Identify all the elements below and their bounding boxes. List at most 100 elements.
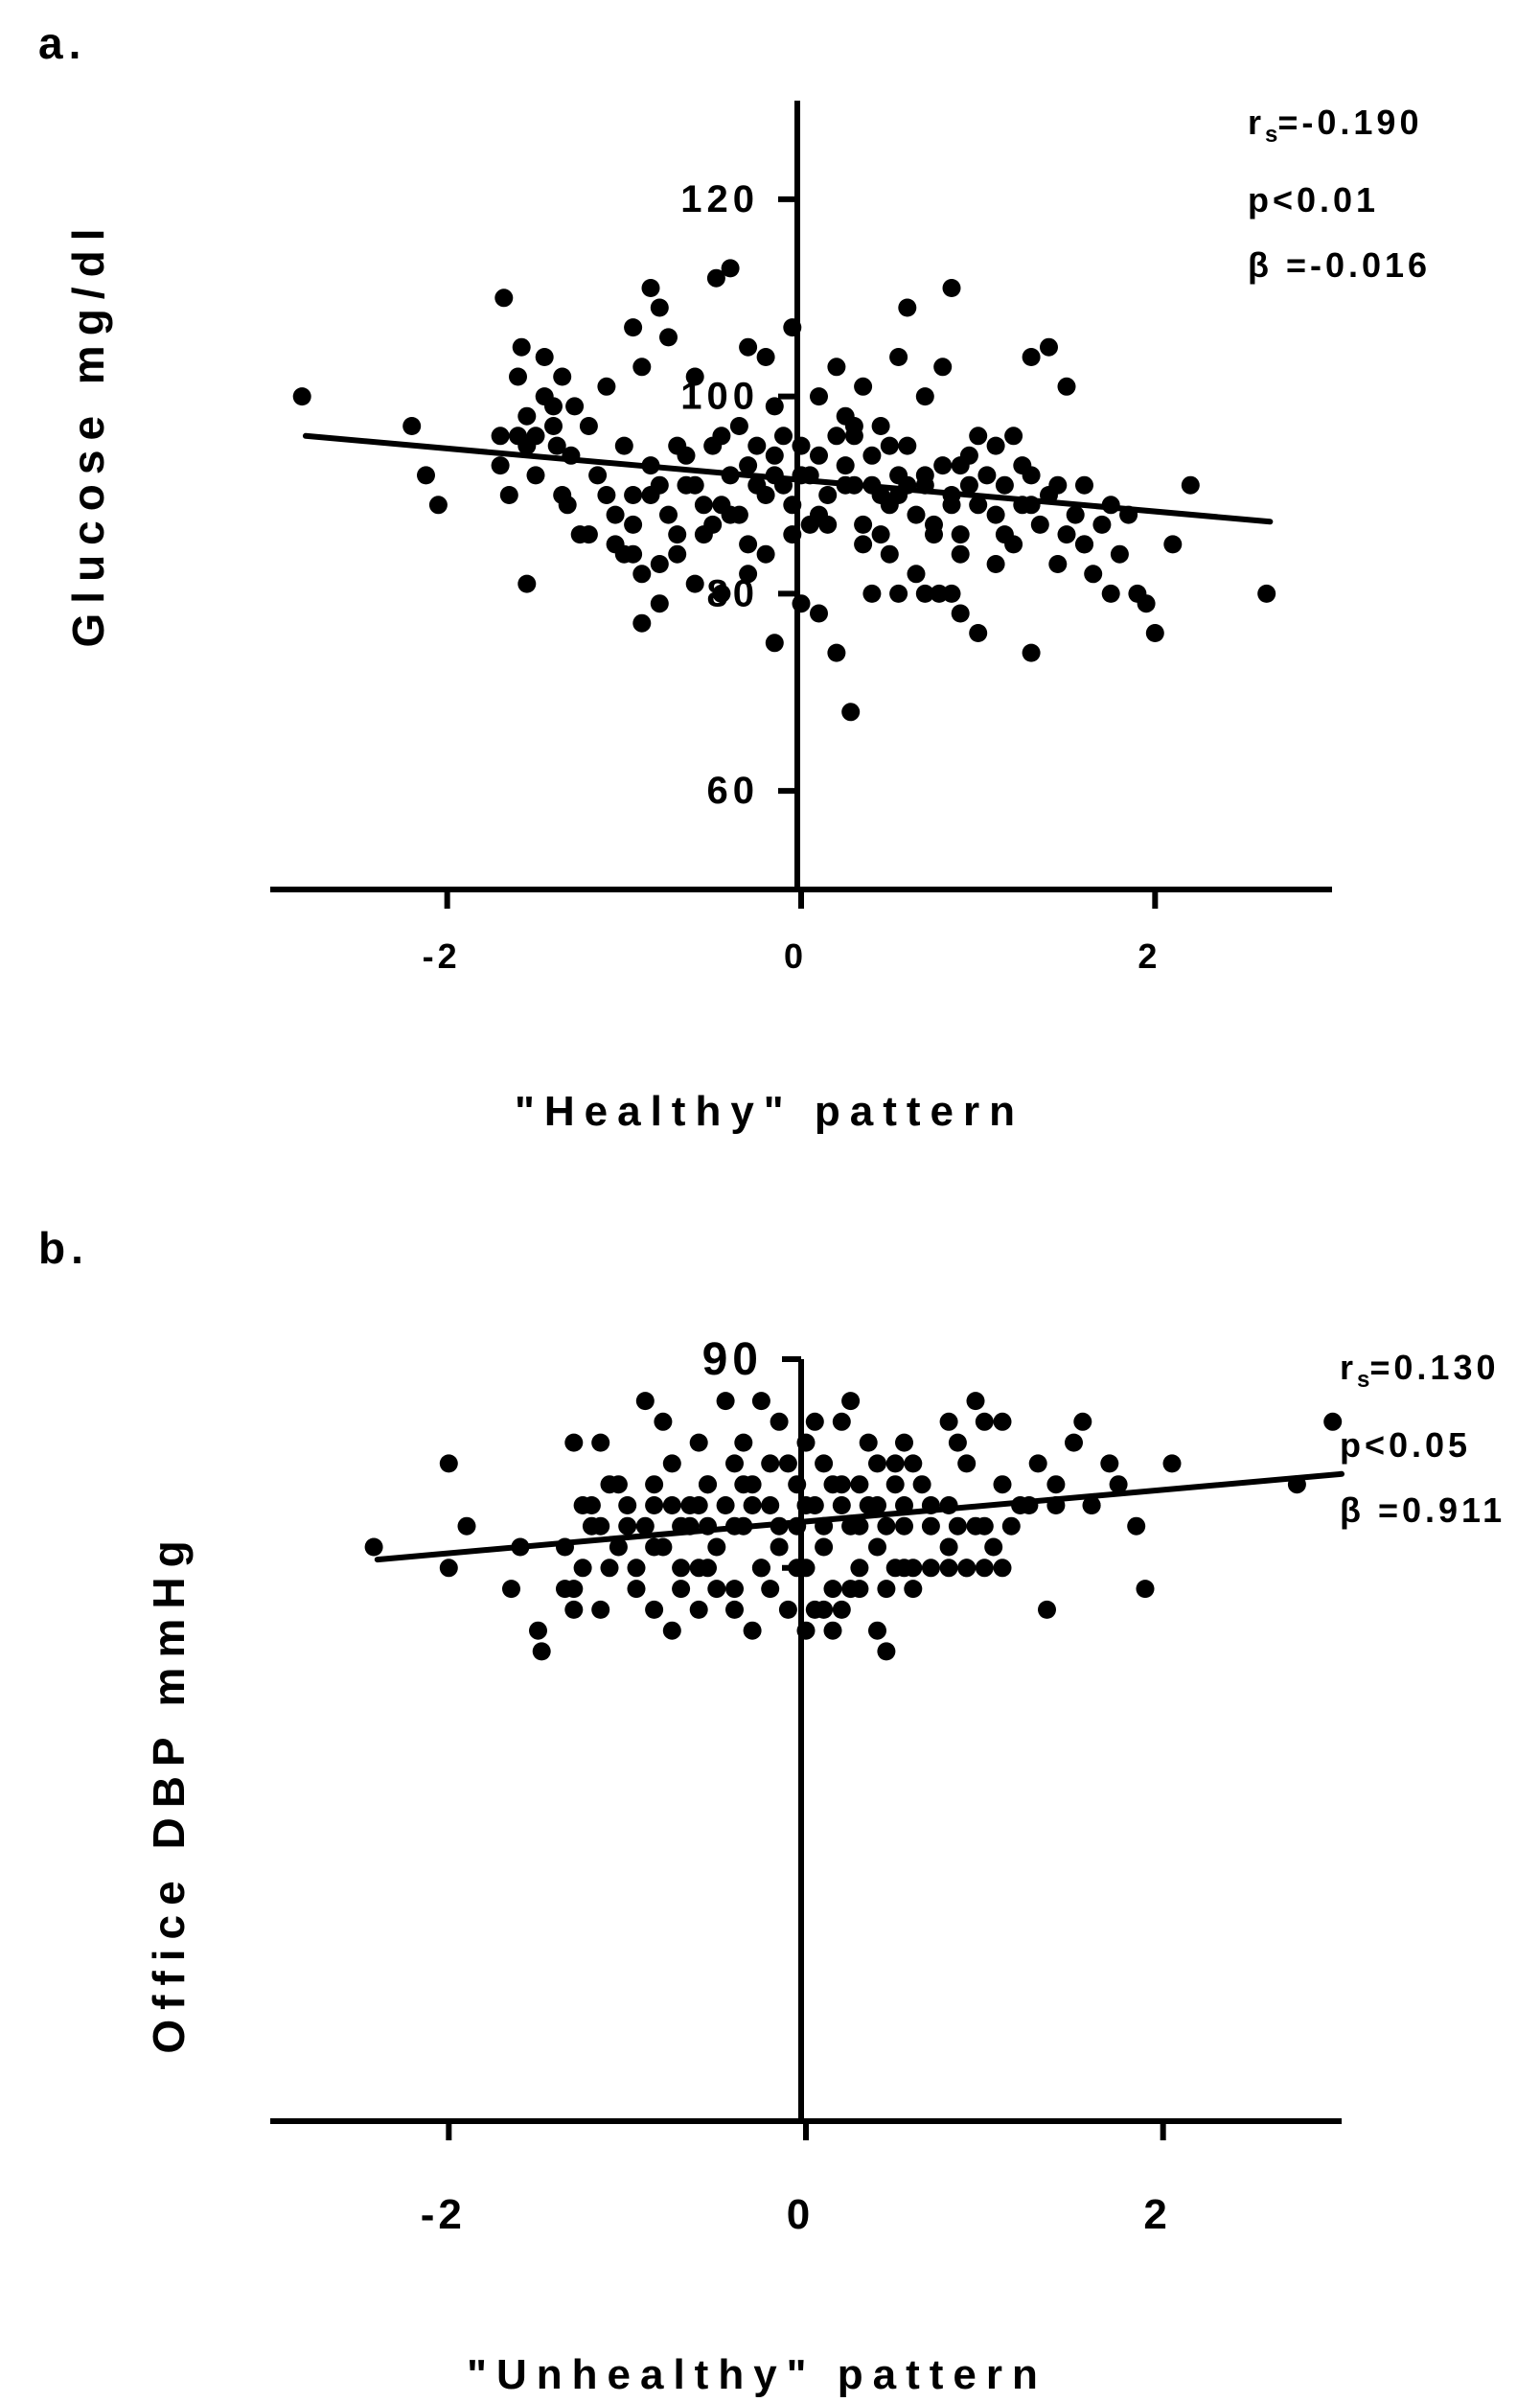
data-point (770, 1412, 789, 1431)
data-point (597, 377, 616, 396)
data-point (564, 1433, 584, 1452)
data-point (529, 1621, 547, 1640)
data-point (783, 525, 802, 544)
x-tick-label: -2 (421, 2191, 466, 2238)
data-point (761, 1454, 780, 1473)
data-point (898, 298, 917, 317)
data-point (707, 1537, 726, 1557)
data-point (564, 1580, 584, 1599)
data-point (417, 466, 435, 485)
data-point (969, 496, 988, 515)
data-point (650, 298, 669, 317)
data-point (796, 1496, 816, 1514)
data-point (1038, 1600, 1056, 1619)
data-point (694, 496, 713, 515)
data-point (734, 1475, 753, 1494)
data-point (725, 1454, 744, 1473)
data-point (1022, 348, 1041, 366)
data-point (948, 1516, 967, 1536)
data-point (788, 1475, 807, 1494)
data-point (699, 1475, 717, 1494)
data-point (921, 1559, 940, 1578)
data-point (815, 1454, 834, 1473)
data-point (654, 1412, 673, 1431)
data-point (1084, 565, 1103, 584)
panel-b: b. rs=0.130 p<0.05 β =0.911 Office DBP m… (0, 1201, 1540, 2402)
data-point (1100, 1454, 1119, 1473)
data-point (904, 1454, 923, 1473)
rs-stat: rs=-0.190 (1248, 103, 1423, 148)
data-point (995, 475, 1014, 495)
data-point (796, 1621, 816, 1640)
data-point (815, 1537, 834, 1557)
data-point (725, 1580, 744, 1599)
data-point (1145, 624, 1164, 642)
data-point (818, 486, 838, 504)
data-point (850, 1559, 869, 1578)
data-point (959, 475, 978, 495)
data-point (645, 1600, 664, 1619)
data-point (868, 1621, 886, 1640)
data-point (739, 337, 758, 357)
data-point (844, 427, 863, 446)
data-point (880, 544, 899, 564)
data-point (778, 1600, 797, 1619)
data-point (1075, 475, 1093, 495)
data-point (993, 1475, 1012, 1494)
data-point (1048, 555, 1068, 573)
data-point (868, 1496, 886, 1514)
data-point (788, 1559, 807, 1578)
data-point (689, 1600, 708, 1619)
data-point (632, 358, 652, 377)
data-point (823, 1580, 842, 1599)
data-point (547, 436, 566, 455)
data-point (827, 358, 846, 377)
data-point (707, 1580, 726, 1599)
data-point (957, 1454, 977, 1473)
data-point (761, 1496, 780, 1514)
data-point (854, 377, 873, 396)
data-point (951, 525, 970, 544)
data-point (885, 1454, 905, 1473)
data-point (836, 456, 855, 475)
data-point (823, 1621, 842, 1640)
data-point (579, 525, 598, 544)
data-point (969, 624, 988, 642)
data-point (770, 1537, 789, 1557)
data-point (966, 1392, 985, 1411)
data-point (553, 486, 572, 504)
data-point (564, 1600, 584, 1619)
data-point (364, 1537, 383, 1557)
data-point (975, 1559, 994, 1578)
data-point (1137, 594, 1156, 613)
data-point (1030, 515, 1049, 534)
data-point (439, 1559, 458, 1578)
data-point (624, 318, 643, 337)
panel-a-label: a. (38, 18, 87, 68)
data-point (895, 1433, 913, 1452)
data-point (1046, 1475, 1066, 1494)
data-point (532, 1642, 551, 1661)
data-point (645, 1475, 664, 1494)
data-point (783, 496, 802, 515)
data-point (823, 1475, 842, 1494)
data-point (751, 1392, 770, 1411)
data-point (739, 535, 758, 554)
data-point (526, 427, 545, 446)
rs-stat: rs=0.130 (1340, 1348, 1500, 1393)
data-point (832, 1496, 851, 1514)
data-point (1109, 1475, 1128, 1494)
data-point (832, 1412, 851, 1431)
data-point (761, 1580, 780, 1599)
data-point (975, 1412, 994, 1431)
data-point (942, 584, 961, 603)
data-point (993, 1559, 1012, 1578)
data-point (743, 1496, 762, 1514)
data-point (402, 417, 422, 435)
data-point (618, 1496, 637, 1514)
data-point (850, 1475, 869, 1494)
data-point (591, 1433, 610, 1452)
data-point (609, 1537, 628, 1557)
data-point (993, 1412, 1012, 1431)
